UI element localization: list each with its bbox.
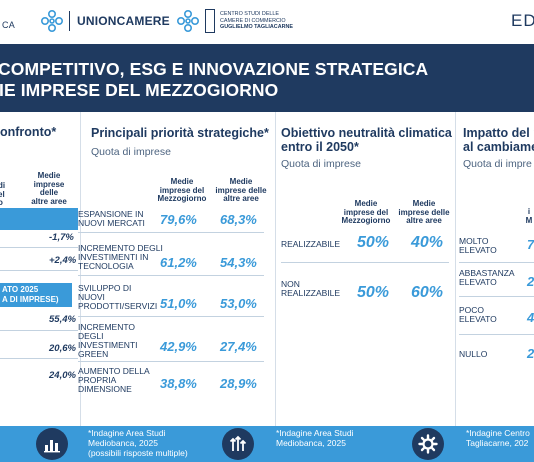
footer-note-3: *Indagine Centro Tagliacarne, 202 [466, 428, 530, 448]
row-rule [78, 232, 264, 233]
panel-confronto-col-left: di el o [0, 181, 6, 207]
panel-impatto-title: Impatto del n al cambiame [463, 126, 534, 154]
priorita-row-label: INCREMENTO DEGLI INVESTIMENTI GREEN [78, 322, 138, 359]
neutralita-value-altre-aree: 40% [411, 234, 444, 251]
priorita-row-label: INCREMENTO DEGLI INVESTIMENTI IN TECNOLO… [78, 243, 163, 271]
panel-priorita-title: Principali priorità strategiche* [91, 126, 269, 140]
panel-confronto-col-head: Medie imprese delle altre aree [31, 171, 67, 206]
neutralita-col-altre-aree: Medie imprese delle altre aree [398, 199, 450, 225]
logo-fragment: CA [2, 20, 16, 30]
impatto-col-head: i M [525, 207, 533, 225]
footer-band: *Indagine Area Studi Mediobanca, 2025 (p… [0, 426, 534, 462]
row-rule [281, 262, 449, 263]
impatto-value: 7 [527, 237, 534, 252]
confronto-value: 20,6% [49, 343, 76, 354]
panel-neutralita-title: Obiettivo neutralità climatica entro il … [281, 126, 452, 154]
priorita-value-mezzogiorno: 51,0% [160, 296, 197, 311]
priorita-row-label: AUMENTO DELLA PROPRIA DIMENSIONE [78, 366, 150, 394]
panel-confronto-title: onfronto* [0, 125, 57, 139]
row-rule [0, 358, 78, 359]
neutralita-row-label: REALIZZABILE [281, 239, 341, 249]
row-rule [0, 270, 78, 271]
header-logos: CA UNIONCAMERE CENTRO STUDI DELLE CAMERE… [0, 0, 534, 44]
priorita-col-mezzogiorno: Medie imprese del Mezzogiorno [157, 177, 207, 203]
impatto-row-label: NULLO [459, 349, 488, 359]
priorita-row-label: SVILUPPO DI NUOVI PRODOTTI/SERVIZI [78, 283, 158, 311]
centro-studi-mark-icon [205, 9, 215, 33]
panel-neutralita: Obiettivo neutralità climatica entro il … [277, 112, 452, 426]
priorita-col-altre-aree: Medie imprese delle altre aree [215, 177, 267, 203]
priorita-value-mezzogiorno: 38,8% [160, 376, 197, 391]
priorita-value-mezzogiorno: 42,9% [160, 339, 197, 354]
impatto-value: 4 [527, 310, 534, 325]
panel-impatto-subtitle: Quota di impre [463, 158, 532, 170]
priorita-row-label: ESPANSIONE IN NUOVI MERCATI [78, 209, 145, 228]
edition-label: ED [511, 11, 534, 30]
impatto-row-label: POCO ELEVATO [459, 305, 497, 324]
title-band: COMPETITIVO, ESG E INNOVAZIONE STRATEGIC… [0, 44, 534, 112]
row-rule [0, 247, 78, 248]
priorita-value-altre-aree: 53,0% [220, 296, 257, 311]
logo-divider [69, 11, 70, 31]
confronto-value: +2,4% [49, 255, 77, 266]
panel-confronto-banner-2: ATO 2025 A DI IMPRESE) [0, 283, 72, 307]
priorita-value-altre-aree: 28,9% [220, 376, 257, 391]
neutralita-value-mezzogiorno: 50% [357, 284, 390, 301]
panel-impatto: Impatto del n al cambiame Quota di impre… [457, 112, 534, 426]
priorita-value-altre-aree: 27,4% [220, 339, 257, 354]
centro-studi-ornament-icon [176, 9, 200, 33]
row-rule [459, 296, 534, 297]
priorita-value-mezzogiorno: 61,2% [160, 255, 197, 270]
gear-icon [412, 428, 444, 460]
priorita-value-altre-aree: 54,3% [220, 255, 257, 270]
priorita-value-altre-aree: 68,3% [220, 212, 257, 227]
page-title-line-2: IE IMPRESE DEL MEZZOGIORNO [0, 80, 279, 100]
panel-neutralita-subtitle: Quota di imprese [281, 158, 361, 170]
priorita-value-mezzogiorno: 79,6% [160, 212, 197, 227]
unioncamere-ornament-icon [40, 9, 64, 33]
bar-chart-icon [36, 428, 68, 460]
panel-priorita: Principali priorità strategiche* Quota d… [78, 112, 274, 426]
row-rule [459, 262, 534, 263]
brand-name: UNIONCAMERE [77, 14, 170, 28]
panel-divider [275, 112, 276, 426]
neutralita-row-label: NON REALIZZABILE [281, 279, 341, 298]
row-rule [459, 334, 534, 335]
panel-divider [455, 112, 456, 426]
confronto-value: 55,4% [49, 314, 76, 325]
neutralita-value-altre-aree: 60% [411, 284, 444, 301]
neutralita-col-mezzogiorno: Medie imprese del Mezzogiorno [341, 199, 391, 225]
panel-confronto: onfronto* di el o Medie imprese delle al… [0, 112, 78, 426]
neutralita-value-mezzogiorno: 50% [357, 234, 390, 251]
footer-note-1: *Indagine Area Studi Mediobanca, 2025 (p… [88, 428, 188, 458]
impatto-value: 2 [527, 274, 534, 289]
footer-note-2: *Indagine Area Studi Mediobanca, 2025 [276, 428, 354, 448]
confronto-value: -1,7% [49, 232, 74, 243]
row-rule [78, 275, 264, 276]
row-rule [78, 316, 264, 317]
confronto-value: 24,0% [49, 370, 76, 381]
row-rule [0, 330, 78, 331]
row-rule [78, 361, 264, 362]
panel-priorita-subtitle: Quota di imprese [91, 146, 171, 158]
impatto-row-label: ABBASTANZA ELEVATO [459, 268, 515, 287]
page-title-line-1: COMPETITIVO, ESG E INNOVAZIONE STRATEGIC… [0, 59, 429, 79]
arrows-up-icon [222, 428, 254, 460]
impatto-row-label: MOLTO ELEVATO [459, 236, 497, 255]
centro-studi-name: CENTRO STUDI DELLE CAMERE DI COMMERCIO G… [220, 11, 293, 31]
impatto-value: 2 [527, 346, 534, 361]
panel-confronto-banner [0, 208, 78, 230]
panel-divider [80, 112, 81, 426]
